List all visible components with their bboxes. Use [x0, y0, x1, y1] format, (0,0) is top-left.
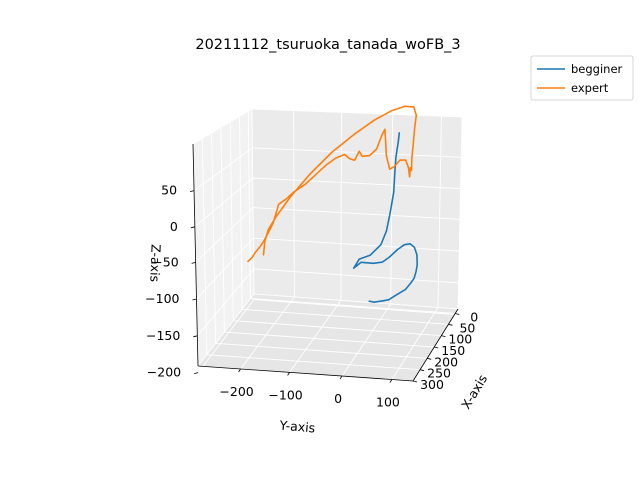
grid-line	[201, 138, 208, 355]
z-tick-mark	[191, 261, 196, 264]
grid-line	[242, 308, 449, 325]
y-tick-mark	[339, 375, 343, 380]
y-tick-label: −200	[219, 384, 253, 399]
grid-line	[233, 320, 442, 337]
grid-line	[220, 127, 225, 333]
x-tick-mark	[441, 335, 446, 338]
z-axis-label: Z-axis	[147, 244, 163, 282]
series-group	[247, 105, 418, 303]
x-tick-label: 200	[434, 354, 458, 369]
x-tick-mark	[412, 380, 418, 383]
legend-label-begginer: begginer	[571, 62, 623, 76]
grid-line	[211, 132, 217, 344]
y-tick-mark	[389, 379, 393, 383]
z-tick-mark	[189, 190, 195, 193]
grid-line	[341, 303, 392, 377]
legend-frame	[530, 55, 634, 101]
x-tick-mark	[455, 313, 460, 315]
grid-line	[239, 116, 243, 310]
grid-line	[340, 112, 342, 301]
x-tick-label: 250	[427, 366, 451, 381]
grid-line	[289, 300, 342, 373]
grid-line	[250, 298, 456, 314]
grid-line	[197, 299, 255, 373]
x-tick-mark	[448, 323, 453, 326]
grid-line	[437, 116, 442, 308]
z-tick-mark	[190, 226, 195, 229]
z-tick-mark	[194, 372, 199, 375]
grid-line	[240, 296, 295, 370]
series-line-begginer	[353, 132, 418, 303]
gridlines	[192, 110, 462, 382]
y-tick-mark	[287, 372, 290, 376]
z-tick-label: −50	[152, 254, 178, 269]
x-tick-mark	[434, 346, 439, 349]
x-tick-label: 50	[459, 320, 475, 335]
z-tick-label: −150	[146, 328, 180, 343]
z-axis-line	[192, 143, 199, 367]
z-tick-label: 50	[161, 183, 177, 198]
chart-title: 20211112_tsuruoka_tanada_woFB_3	[195, 37, 460, 53]
y-tick-label: −100	[268, 387, 302, 402]
grid-line	[215, 342, 428, 359]
grid-line	[229, 121, 234, 321]
grid-line	[293, 110, 295, 297]
series-line-expert	[247, 105, 418, 263]
x-tick-label: 300	[420, 377, 444, 392]
grid-line	[206, 354, 421, 371]
x-axis-line	[412, 308, 459, 382]
z-tick-mark	[193, 335, 198, 338]
x-tick-mark	[427, 357, 432, 360]
z-tick-label: 0	[170, 219, 178, 234]
z-tick-label: −200	[147, 365, 181, 380]
grid-line	[247, 111, 251, 299]
grid-line	[253, 268, 459, 284]
x-tick-label: 100	[448, 332, 472, 347]
legend: begginer expert	[530, 55, 634, 101]
grid-line	[252, 177, 461, 190]
x-axis-label: X-axis	[458, 372, 490, 412]
z-tick-label: −100	[145, 291, 179, 306]
y-axis-label: Y-axis	[278, 417, 316, 435]
y-tick-label: 0	[334, 391, 342, 406]
grid-line	[252, 147, 462, 158]
grid-line	[193, 147, 253, 191]
x-tick-label: 0	[470, 310, 478, 325]
y-tick-label: 100	[376, 395, 400, 410]
legend-label-expert: expert	[571, 81, 609, 95]
y-axis-line	[197, 365, 414, 382]
grid-line	[391, 307, 439, 380]
grid-line	[253, 207, 460, 220]
z-tick-mark	[192, 298, 197, 301]
grid-line	[390, 114, 394, 305]
grid-line	[196, 237, 254, 300]
grid-line	[196, 268, 255, 337]
ticks: −200 −100 0 100500−50−100−150−2000501001502…	[145, 183, 478, 410]
grid-line	[254, 299, 458, 316]
grid-line	[253, 237, 460, 252]
x-tick-label: 150	[441, 343, 465, 358]
x-tick-mark	[419, 369, 425, 372]
y-tick-mark	[238, 368, 241, 373]
grid-line	[195, 207, 254, 263]
grid-line	[194, 177, 254, 228]
grid-line	[224, 331, 435, 348]
